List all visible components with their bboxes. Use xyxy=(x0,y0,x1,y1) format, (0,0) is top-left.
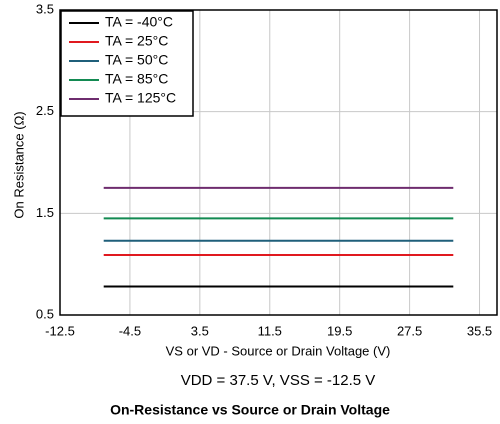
x-tick-label: -12.5 xyxy=(45,323,75,338)
x-tick-label: 3.5 xyxy=(191,323,209,338)
y-tick-label: 0.5 xyxy=(36,306,54,321)
x-tick-label: 27.5 xyxy=(397,323,422,338)
x-axis-label: VS or VD - Source or Drain Voltage (V) xyxy=(166,343,391,358)
legend-label: TA = 25°C xyxy=(105,33,168,49)
legend-label: TA = 85°C xyxy=(105,71,168,87)
y-tick-label: 2.5 xyxy=(36,103,54,118)
y-axis-label: On Resistance (Ω) xyxy=(11,111,26,218)
plot-frame xyxy=(59,9,498,316)
chart-title: On-Resistance vs Source or Drain Voltage xyxy=(110,402,390,418)
annotation: VDD = 37.5 V, VSS = -12.5 V xyxy=(181,372,376,389)
y-tick-label: 1.5 xyxy=(36,205,54,220)
x-tick-label: 19.5 xyxy=(327,323,352,338)
x-tick-label: 35.5 xyxy=(467,323,492,338)
x-tick-label: -4.5 xyxy=(119,323,141,338)
legend-label: TA = 125°C xyxy=(105,90,176,106)
x-tick-label: 11.5 xyxy=(258,323,282,338)
legend-label: TA = -40°C xyxy=(105,14,173,30)
y-tick-label: 3.5 xyxy=(36,1,54,16)
legend-label: TA = 50°C xyxy=(105,52,168,68)
